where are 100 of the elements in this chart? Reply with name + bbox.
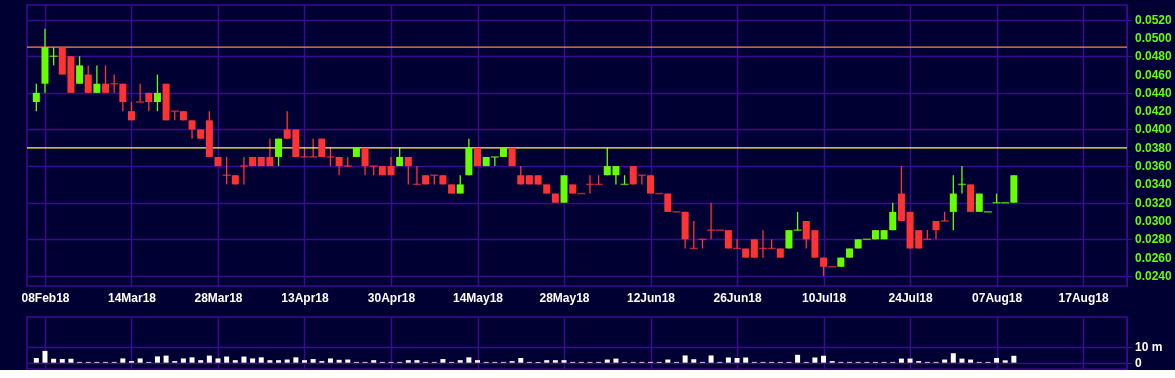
bar <box>795 354 801 363</box>
y-tick-label: 0.0440 <box>1135 85 1173 100</box>
bar <box>968 359 974 363</box>
bar <box>293 357 299 363</box>
bar <box>950 353 956 363</box>
candlestick <box>188 119 196 140</box>
y-tick-label: 0.0420 <box>1135 104 1173 119</box>
bar <box>284 359 290 363</box>
candlestick <box>404 156 412 186</box>
bar <box>189 357 195 363</box>
bar <box>345 359 351 363</box>
bar <box>466 357 472 363</box>
y-tick-label: 0.0340 <box>1135 177 1173 192</box>
bar <box>120 358 126 363</box>
candlestick <box>93 64 101 94</box>
x-tick-label: 07Aug18 <box>972 290 1023 305</box>
x-tick-label: 30Apr18 <box>367 290 416 305</box>
candlestick <box>32 83 40 112</box>
x-tick-label: 08Feb18 <box>21 290 70 305</box>
bar <box>371 360 377 363</box>
bar <box>734 357 740 363</box>
x-tick-label: 24Jul18 <box>888 290 933 305</box>
bar <box>708 355 714 363</box>
bar <box>552 360 558 363</box>
y-tick-label: 0.0400 <box>1135 122 1173 137</box>
bar <box>613 358 619 363</box>
bar <box>942 359 948 363</box>
candlestick <box>119 83 127 112</box>
bar <box>232 360 238 363</box>
candlestick <box>949 174 957 231</box>
bar <box>691 359 697 363</box>
bar <box>215 358 221 363</box>
candlestick <box>153 73 161 112</box>
bar <box>725 357 731 363</box>
bar <box>163 355 169 363</box>
bar <box>59 359 65 363</box>
bar <box>206 355 212 363</box>
y-tick-label: 0.0240 <box>1135 268 1173 283</box>
x-tick-label: 28May18 <box>539 290 590 305</box>
bar <box>267 360 273 363</box>
candlestick <box>84 64 92 94</box>
y-tick-label: 0.0320 <box>1135 195 1173 210</box>
x-tick-label: 28Mar18 <box>194 290 243 305</box>
bar <box>440 359 446 363</box>
bar <box>137 358 143 363</box>
bar <box>457 360 463 363</box>
bar <box>898 358 904 363</box>
x-tick-label: 12Jun18 <box>627 290 676 305</box>
bar <box>561 360 567 363</box>
y-tick-label: 0.0520 <box>1135 12 1173 27</box>
bar <box>959 358 965 363</box>
x-tick-label: 10Jul18 <box>802 290 847 305</box>
candlestick <box>275 137 283 167</box>
bar <box>414 360 420 363</box>
bar <box>544 360 550 363</box>
bar <box>250 358 256 363</box>
bar <box>241 356 247 363</box>
bar <box>302 360 307 363</box>
bar <box>821 355 827 363</box>
x-tick-label: 17Aug18 <box>1058 290 1109 305</box>
bar <box>33 357 39 363</box>
bar <box>198 360 204 363</box>
bar <box>518 357 524 363</box>
x-tick-label: 14Mar18 <box>107 290 157 305</box>
candlestick <box>76 55 84 85</box>
y-tick-label: 0.0260 <box>1135 250 1173 265</box>
y-tick-label: 0.0500 <box>1135 30 1173 45</box>
bar <box>994 357 1000 363</box>
candlestick <box>793 211 802 231</box>
candlestick <box>889 202 897 231</box>
bar <box>405 360 411 363</box>
y-tick-label: 0.0480 <box>1135 49 1173 64</box>
bar <box>51 358 57 363</box>
bar <box>327 358 333 363</box>
y-tick-label: 0.0300 <box>1135 214 1173 229</box>
y-tick-label: 0.0280 <box>1135 232 1173 247</box>
bar <box>310 359 316 363</box>
bar <box>604 359 610 363</box>
y-tick-label: 0.0380 <box>1135 140 1173 155</box>
y-tick-label: 0 <box>1135 355 1142 370</box>
bar <box>180 358 186 363</box>
bar <box>1011 355 1017 363</box>
bar <box>154 356 160 363</box>
bar <box>42 350 48 363</box>
bar <box>258 357 264 363</box>
bar <box>68 358 74 363</box>
x-tick-label: 14May18 <box>452 290 504 305</box>
x-tick-label: 26Jun18 <box>713 290 762 305</box>
y-tick-label: 10 m <box>1135 339 1163 354</box>
bar <box>336 359 342 363</box>
bar <box>812 357 818 363</box>
bar <box>1002 360 1008 363</box>
candlestick <box>102 64 110 94</box>
x-tick-label: 13Apr18 <box>281 290 329 305</box>
y-tick-label: 0.0360 <box>1135 159 1173 174</box>
y-tick-label: 0.0460 <box>1135 67 1173 82</box>
bar <box>665 359 671 363</box>
bar <box>743 357 749 363</box>
bar <box>682 355 688 363</box>
bar <box>475 360 481 363</box>
